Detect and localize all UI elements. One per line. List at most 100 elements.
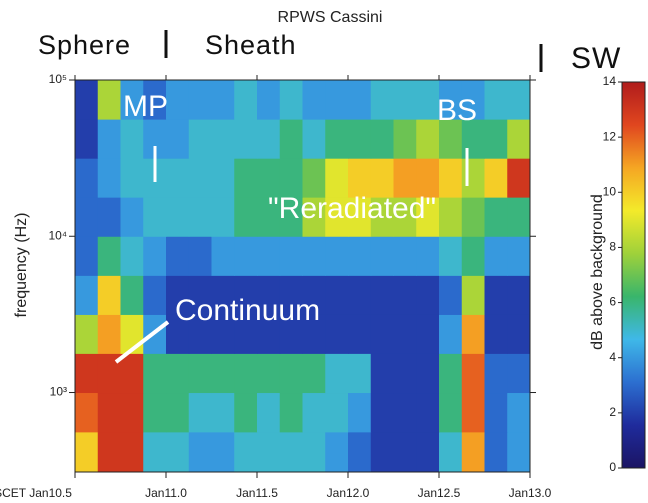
heat-cell <box>75 353 99 394</box>
heat-cell <box>188 197 212 237</box>
heat-cell <box>370 158 394 198</box>
heat-cell <box>393 431 417 473</box>
heat-cell <box>97 197 121 237</box>
heat-cell <box>302 314 326 354</box>
heat-cell <box>393 392 417 433</box>
heat-cell <box>257 80 281 120</box>
heat-cell <box>325 314 349 354</box>
heat-cell <box>416 197 440 237</box>
heat-cell <box>143 236 167 276</box>
heat-cell <box>484 392 508 433</box>
heat-cell <box>484 80 508 120</box>
heat-cell <box>75 431 99 473</box>
heat-cell <box>393 275 417 315</box>
heat-cell <box>439 275 463 315</box>
heat-cell <box>257 275 281 315</box>
heat-cell <box>211 275 235 315</box>
heat-cell <box>302 392 326 433</box>
heat-cell <box>416 353 440 394</box>
heat-cell <box>370 353 394 394</box>
heat-cell <box>484 431 508 473</box>
heat-cell <box>507 431 531 473</box>
heat-cell <box>75 314 99 354</box>
heat-cell <box>257 431 281 473</box>
heat-cell <box>507 314 531 354</box>
x-tick-label: Jan12.5 <box>418 486 461 500</box>
heat-cell <box>75 119 99 159</box>
y-tick-label: 10⁵ <box>49 72 67 86</box>
colorbar-tick-label: 0 <box>609 460 616 474</box>
heat-cell <box>97 392 121 433</box>
heat-cell <box>439 197 463 237</box>
heat-cell <box>120 392 144 433</box>
heat-cell <box>75 197 99 237</box>
heat-cell <box>370 236 394 276</box>
heat-cell <box>257 392 281 433</box>
heat-cell <box>143 275 167 315</box>
heat-cell <box>279 197 303 237</box>
x-tick-label: SCET Jan10.5 <box>0 486 72 500</box>
heat-cell <box>234 275 258 315</box>
colorbar-tick-label: 2 <box>609 405 616 419</box>
heat-cell <box>234 353 258 394</box>
heat-cell <box>393 353 417 394</box>
region-label: Sphere <box>38 30 131 60</box>
heat-cell <box>416 236 440 276</box>
heat-cell <box>75 80 99 120</box>
annotation: "Reradiated" <box>268 192 436 225</box>
heat-cell <box>211 392 235 433</box>
heat-cell <box>370 275 394 315</box>
heat-cell <box>461 314 485 354</box>
heat-cell <box>507 80 531 120</box>
heat-cell <box>120 236 144 276</box>
heat-cell <box>166 353 190 394</box>
heat-cell <box>325 275 349 315</box>
heat-cell <box>393 197 417 237</box>
heat-cell <box>234 431 258 473</box>
heat-cell <box>234 197 258 237</box>
heat-cell <box>461 158 485 198</box>
heat-cell <box>188 392 212 433</box>
heat-cell <box>211 431 235 473</box>
heat-cell <box>188 431 212 473</box>
heat-cell <box>439 353 463 394</box>
heat-cell <box>439 392 463 433</box>
heat-cell <box>279 158 303 198</box>
heat-cell <box>120 158 144 198</box>
heat-cell <box>348 158 372 198</box>
heat-cell <box>348 197 372 237</box>
heat-cell <box>370 197 394 237</box>
heat-cell <box>166 197 190 237</box>
heat-cell <box>75 158 99 198</box>
heat-cell <box>439 431 463 473</box>
colorbar-tick-label: 12 <box>603 129 617 143</box>
heat-cell <box>416 119 440 159</box>
heat-cell <box>166 392 190 433</box>
heat-cell <box>234 236 258 276</box>
annotation: BS <box>437 94 477 127</box>
annotation: Continuum <box>175 294 320 327</box>
heat-cell <box>461 392 485 433</box>
annotation-pointer <box>114 320 170 364</box>
heat-cell <box>257 236 281 276</box>
colorbar-tick-label: 8 <box>609 240 616 254</box>
heat-cell <box>325 158 349 198</box>
plot-frame <box>74 79 531 473</box>
heat-cell <box>279 392 303 433</box>
heat-cell <box>257 197 281 237</box>
x-tick-label: Jan11.5 <box>236 486 278 500</box>
heat-cell <box>188 236 212 276</box>
heat-cell <box>325 353 349 394</box>
heat-cell <box>279 314 303 354</box>
heat-cell <box>484 119 508 159</box>
heat-cell <box>188 353 212 394</box>
heat-cell <box>97 119 121 159</box>
heat-cell <box>370 119 394 159</box>
heat-cell <box>348 80 372 120</box>
heat-cell <box>75 275 99 315</box>
heat-cell <box>507 392 531 433</box>
heat-cell <box>120 275 144 315</box>
heat-cell <box>461 236 485 276</box>
heat-cell <box>439 236 463 276</box>
heat-cell <box>211 80 235 120</box>
